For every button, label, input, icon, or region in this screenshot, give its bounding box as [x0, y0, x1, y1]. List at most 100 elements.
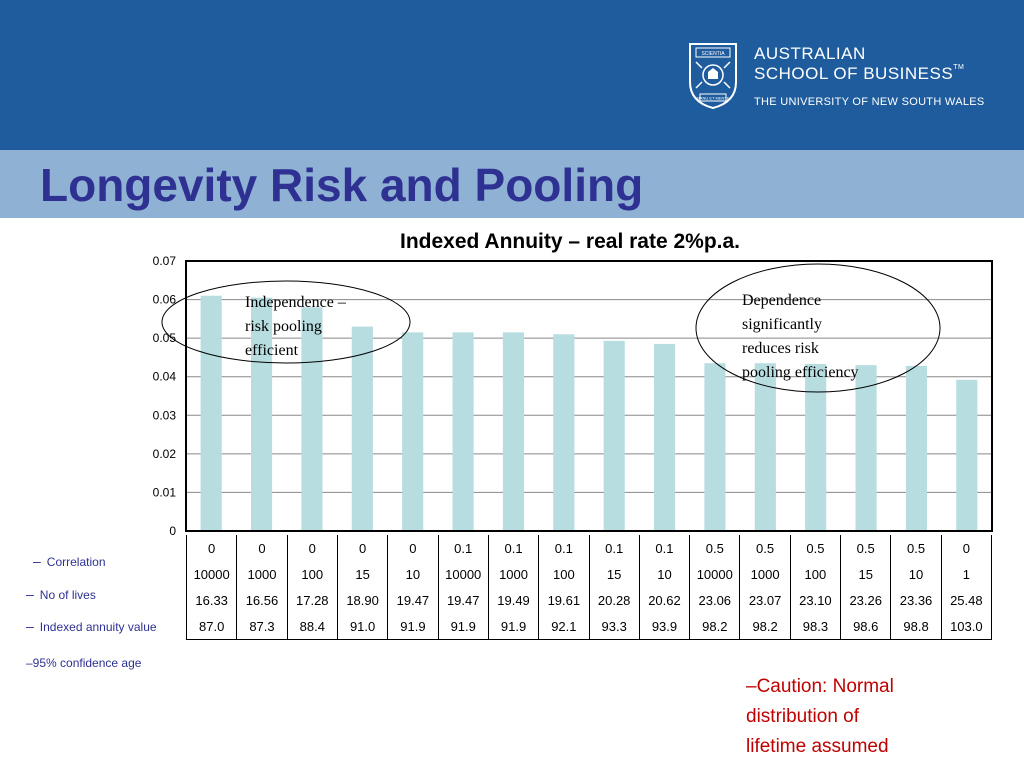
table-cell: 16.33: [185, 587, 238, 613]
table-cell: 98.2: [689, 613, 741, 640]
table-cell: 10: [638, 561, 691, 587]
bar: [704, 363, 726, 531]
caution-line: –Caution: Normal: [746, 676, 894, 697]
bar: [754, 363, 776, 531]
table-cell: 19.61: [538, 587, 590, 613]
crest-icon: SCIENTIA MANU ET MENTE: [689, 43, 737, 110]
table-cell: 0: [336, 535, 389, 561]
table-cell: 1: [940, 561, 993, 587]
plot-area-border: [185, 260, 993, 532]
logo-school-text: SCHOOL OF BUSINESS: [754, 64, 954, 83]
table-cell: 23.36: [890, 587, 942, 613]
title-band: [0, 150, 1024, 218]
annotation-line: Independence –: [245, 294, 346, 311]
annotation-line: pooling efficiency: [742, 364, 859, 381]
table-cell: 91.0: [336, 613, 389, 640]
y-tick-label: 0.01: [153, 485, 177, 499]
bar: [351, 326, 373, 531]
table-cell: 0: [940, 535, 993, 561]
table-row: 0 0 0 0 0 0.1 0.1 0.1 0.1 0.1 0.5 0.5 0.5 0.5 0.5 0: [185, 535, 993, 561]
bar: [956, 379, 978, 531]
table-cell: 16.56: [236, 587, 288, 613]
table-cell: 1000: [236, 561, 288, 587]
table-cell: 0: [236, 535, 288, 561]
table-cell: 87.3: [236, 613, 288, 640]
bar: [402, 332, 424, 531]
bar: [653, 343, 676, 531]
caution-line: lifetime assumed: [746, 736, 889, 757]
table-row: 16.33 16.56 17.28 18.90 19.47 19.47 19.49 19.61…: [185, 587, 993, 613]
annotation-line: Dependence: [742, 292, 822, 309]
y-tick-label: 0.03: [153, 408, 177, 422]
table-cell: 23.10: [789, 587, 842, 613]
table-cell: 91.9: [437, 613, 489, 640]
chart-title: Indexed Annuity – real rate 2%p.a.: [400, 230, 740, 253]
table-cell: 0: [387, 535, 439, 561]
table-cell: 1000: [487, 561, 540, 587]
label-dash: –: [33, 553, 41, 569]
logo-trademark: TM: [953, 64, 965, 71]
bar-chart: 0 0.01 0.02 0.03 0.04 0.05 0.06 0.07: [153, 254, 993, 538]
y-tick-label: 0.05: [153, 331, 177, 345]
bar: [452, 332, 474, 531]
bar: [553, 334, 575, 531]
table-cell: 15: [336, 561, 389, 587]
table-cell: 100: [538, 561, 590, 587]
table-cell: 98.6: [840, 613, 892, 640]
table-cell: 87.0: [185, 613, 238, 640]
table-cell: 91.9: [387, 613, 439, 640]
table-cell: 0.5: [739, 535, 791, 561]
data-table: 0 0 0 0 0 0.1 0.1 0.1 0.1 0.1 0.5 0.5 0.5 0.5 0.5 0 1000…: [185, 535, 993, 640]
logo-line-school: SCHOOL OF BUSINESSTM: [754, 64, 964, 84]
y-tick-label: 0.04: [153, 370, 177, 384]
table-cell: 15: [840, 561, 892, 587]
y-tick-label: 0.06: [153, 293, 177, 307]
annotation-ellipse-right: [695, 263, 941, 393]
bar: [200, 295, 222, 531]
label-dash: –: [26, 618, 34, 634]
table-cell: 1000: [739, 561, 791, 587]
table-cell: 19.47: [437, 587, 489, 613]
table-cell: 23.06: [689, 587, 741, 613]
annotation-line: efficient: [245, 342, 299, 359]
annotation-dependence: Dependence significantly reduces risk po…: [742, 289, 859, 385]
table-row: 10000 1000 100 15 10 10000 1000 100 15 10 10000 100…: [185, 561, 993, 587]
table-cell: 0.1: [588, 535, 640, 561]
bar: [502, 332, 525, 531]
caution-line: distribution of: [746, 706, 860, 727]
row-label-lives: – No of lives: [26, 586, 96, 602]
crest-motto-text: MANU ET MENTE: [696, 96, 729, 101]
row-label-text: Indexed annuity value: [39, 620, 157, 634]
table-cell: 0.1: [437, 535, 489, 561]
row-label-text: No of lives: [39, 588, 96, 602]
table-cell: 100: [789, 561, 842, 587]
table-cell: 0.1: [538, 535, 590, 561]
table-cell: 10000: [185, 561, 238, 587]
table-cell: 98.2: [739, 613, 791, 640]
table-cell: 18.90: [336, 587, 389, 613]
caution-note: –Caution: Normal distribution of lifetim…: [746, 672, 946, 762]
annotation-line: reduces risk: [742, 340, 819, 357]
table-cell: 20.28: [588, 587, 640, 613]
table-cell: 23.26: [840, 587, 892, 613]
table-cell: 17.28: [286, 587, 338, 613]
bar: [905, 365, 928, 531]
table-cell: 0: [185, 535, 238, 561]
table-cell: 93.3: [588, 613, 640, 640]
table-cell: 0.5: [689, 535, 741, 561]
bar: [603, 340, 625, 531]
bar: [301, 307, 323, 531]
row-label-correlation: – Correlation: [33, 553, 106, 569]
table-cell: 10000: [689, 561, 741, 587]
table-cell: 10: [890, 561, 942, 587]
table-cell: 19.47: [387, 587, 439, 613]
table-cell: 93.9: [638, 613, 691, 640]
bar: [855, 365, 877, 531]
annotation-independence: Independence – risk pooling efficient: [245, 291, 346, 363]
row-label-text: Correlation: [46, 555, 106, 569]
table-cell: 88.4: [286, 613, 338, 640]
annotation-line: risk pooling: [245, 318, 322, 335]
header-band: [0, 0, 1024, 150]
table-cell: 19.49: [487, 587, 540, 613]
y-tick-label: 0.07: [153, 254, 177, 268]
